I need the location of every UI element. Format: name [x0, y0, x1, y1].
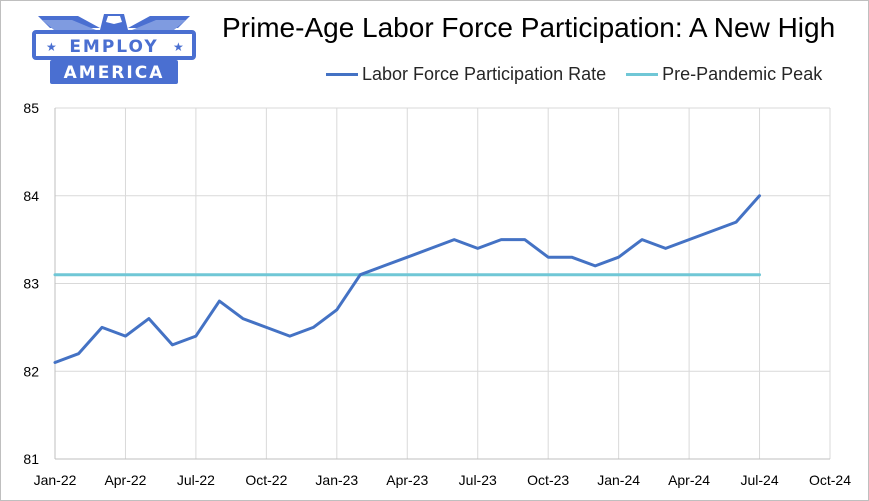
- logo-top-banner: [32, 30, 196, 60]
- x-tick-label: Jul-22: [177, 472, 215, 488]
- x-tick-label: Jan-24: [597, 472, 640, 488]
- x-tick-label: Oct-23: [527, 472, 569, 488]
- x-tick-label: Oct-22: [245, 472, 287, 488]
- x-tick-label: Jan-23: [315, 472, 358, 488]
- y-tick-label: 84: [23, 188, 39, 204]
- svg-text:★: ★: [173, 40, 184, 54]
- logo-bottom-text: AMERICA: [64, 63, 165, 83]
- y-tick-label: 82: [23, 363, 39, 379]
- legend-item-peak: Pre-Pandemic Peak: [626, 64, 822, 85]
- employ-america-logo: ★ ★ EMPLOY AMERICA: [32, 14, 196, 84]
- y-tick-label: 81: [23, 451, 39, 467]
- x-tick-label: Jul-24: [740, 472, 778, 488]
- legend-item-lfpr: Labor Force Participation Rate: [326, 64, 606, 85]
- y-tick-label: 83: [23, 276, 39, 292]
- x-tick-label: Apr-23: [386, 472, 428, 488]
- x-tick-label: Jan-22: [34, 472, 77, 488]
- svg-text:★: ★: [46, 40, 57, 54]
- eagle-wings-logo: [38, 14, 190, 30]
- y-tick-label: 85: [23, 100, 39, 116]
- logo-top-text: EMPLOY: [69, 37, 158, 57]
- x-tick-label: Apr-22: [104, 472, 146, 488]
- x-tick-label: Apr-24: [668, 472, 710, 488]
- logo-bottom-banner: [50, 60, 178, 84]
- x-tick-label: Jul-23: [459, 472, 497, 488]
- legend-label-peak: Pre-Pandemic Peak: [662, 64, 823, 84]
- legend-label-lfpr: Labor Force Participation Rate: [362, 64, 607, 84]
- legend-swatch-peak: [626, 73, 659, 76]
- chart-title: Prime-Age Labor Force Participation: A N…: [222, 12, 836, 43]
- labor-force-participation-line: [53, 194, 761, 364]
- chart-legend: Labor Force Participation Rate Pre-Pande…: [326, 64, 842, 85]
- x-tick-label: Oct-24: [809, 472, 851, 488]
- legend-swatch-lfpr: [326, 73, 358, 76]
